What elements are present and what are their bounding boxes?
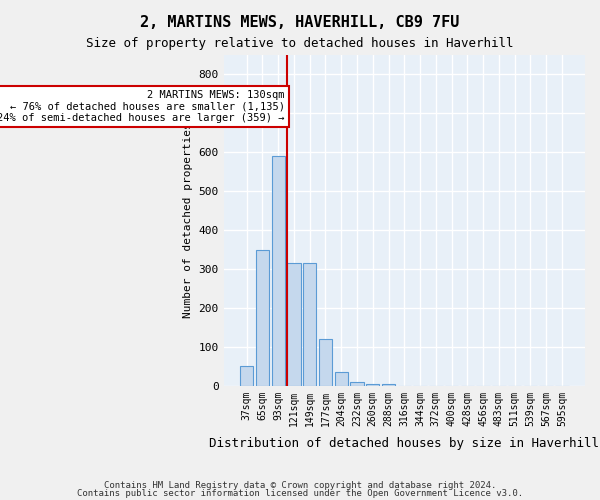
Bar xyxy=(303,263,316,386)
Bar xyxy=(272,156,285,386)
Bar xyxy=(366,384,379,386)
Bar xyxy=(382,384,395,386)
Text: Contains HM Land Registry data © Crown copyright and database right 2024.: Contains HM Land Registry data © Crown c… xyxy=(104,481,496,490)
Bar xyxy=(319,339,332,386)
X-axis label: Distribution of detached houses by size in Haverhill: Distribution of detached houses by size … xyxy=(209,437,599,450)
Bar xyxy=(335,372,348,386)
Bar xyxy=(240,366,253,386)
Bar xyxy=(256,250,269,386)
Bar xyxy=(350,382,364,386)
Text: Size of property relative to detached houses in Haverhill: Size of property relative to detached ho… xyxy=(86,38,514,51)
Text: Contains public sector information licensed under the Open Government Licence v3: Contains public sector information licen… xyxy=(77,488,523,498)
Bar xyxy=(287,263,301,386)
Y-axis label: Number of detached properties: Number of detached properties xyxy=(183,122,193,318)
Text: 2, MARTINS MEWS, HAVERHILL, CB9 7FU: 2, MARTINS MEWS, HAVERHILL, CB9 7FU xyxy=(140,15,460,30)
Text: 2 MARTINS MEWS: 130sqm
← 76% of detached houses are smaller (1,135)
24% of semi-: 2 MARTINS MEWS: 130sqm ← 76% of detached… xyxy=(0,90,285,123)
